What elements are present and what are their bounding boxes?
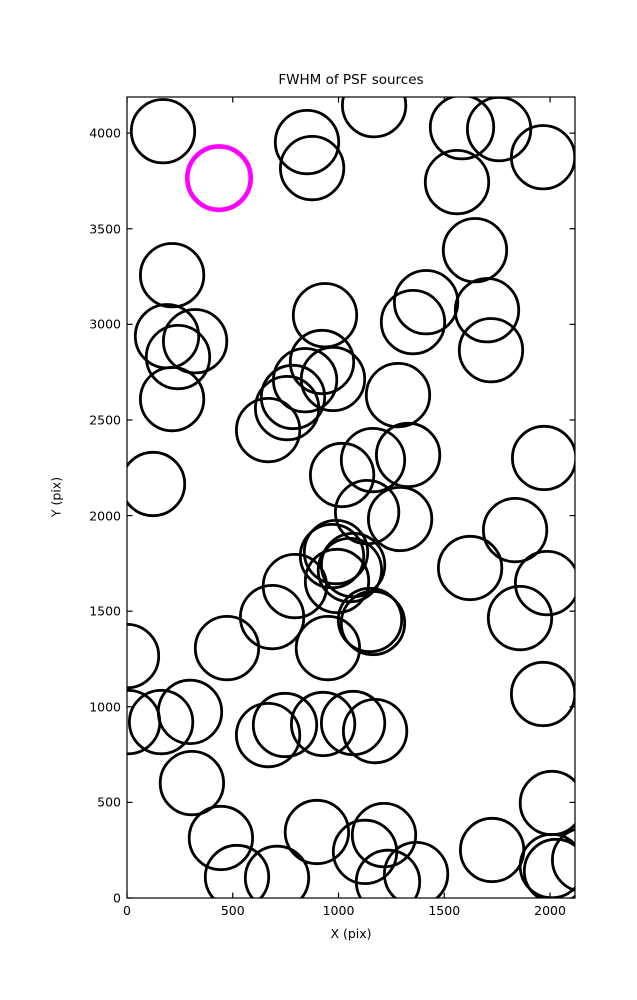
psf-source-circle — [288, 328, 356, 396]
x-tick-label: 2000 — [534, 903, 566, 918]
axes-frame — [126, 96, 576, 899]
psf-source-circle — [510, 124, 575, 191]
psf-source-circle — [522, 837, 575, 898]
psf-source-circle — [162, 308, 229, 375]
psf-source-circle — [298, 522, 366, 590]
psf-source-circle — [374, 421, 442, 489]
psf-source-circle — [436, 534, 504, 602]
y-tick-label: 3500 — [89, 221, 121, 237]
psf-source-circle — [510, 660, 575, 728]
psf-source-circle — [129, 98, 197, 165]
psf-source-circle — [514, 550, 575, 617]
psf-source-circle — [511, 424, 575, 492]
psf-source-circle — [203, 843, 271, 898]
psf-source-circle — [379, 288, 447, 356]
psf-source-circle — [441, 217, 509, 284]
psf-source-circle — [423, 149, 491, 216]
psf-source-circle — [453, 277, 521, 344]
psf-source-circle — [139, 365, 206, 433]
psf-source-circle — [187, 804, 254, 872]
psf-source-circle — [158, 749, 225, 817]
psf-highlight-circle — [185, 144, 254, 213]
psf-source-circle — [518, 769, 575, 837]
psf-source-circle — [383, 841, 450, 898]
x-tick-label: 1500 — [428, 903, 461, 918]
psf-source-circle — [308, 441, 376, 509]
psf-source-circle — [128, 688, 195, 756]
psf-source-circle — [392, 269, 460, 336]
x-axis-label: X (pix) — [330, 926, 372, 941]
psf-source-circle — [273, 109, 341, 176]
psf-source-circle — [299, 345, 367, 413]
psf-source-circle — [283, 798, 350, 866]
y-tick-label: 1500 — [89, 603, 121, 619]
psf-source-circle — [481, 496, 549, 564]
psf-source-circle — [366, 485, 434, 553]
x-tick-label: 1000 — [322, 903, 355, 918]
psf-source-circle — [339, 589, 407, 657]
y-tick-label: 4000 — [89, 125, 121, 141]
psf-source-circle — [193, 614, 261, 682]
y-tick-label: 2000 — [89, 508, 121, 524]
psf-source-circle — [319, 689, 387, 757]
x-tick-label: 0 — [123, 903, 131, 918]
psf-source-circle — [302, 518, 370, 586]
psf-source-circle — [254, 374, 321, 442]
psf-source-circle — [156, 678, 224, 746]
psf-source-circle — [243, 844, 311, 898]
psf-source-circle — [303, 547, 371, 615]
psf-source-circle — [341, 97, 408, 139]
y-tick-label: 0 — [113, 890, 121, 906]
psf-source-circle — [354, 848, 422, 898]
y-axis-label-text: Y (pix) — [48, 476, 64, 518]
psf-source-circle — [294, 614, 361, 682]
y-tick-label: 1000 — [89, 699, 121, 715]
axis-ticks — [126, 97, 575, 899]
y-tick-label: 500 — [97, 794, 121, 810]
psf-source-circle — [428, 97, 496, 161]
chart-title: FWHM of PSF sources — [278, 72, 424, 88]
x-tick-label: 500 — [220, 903, 245, 918]
psf-circles-layer — [127, 97, 575, 898]
psf-source-circle — [278, 135, 346, 202]
y-tick-label: 2500 — [89, 412, 121, 428]
psf-source-circle — [235, 396, 302, 464]
psf-source-circle — [364, 361, 432, 429]
psf-source-circle — [336, 586, 404, 654]
psf-source-circle — [289, 690, 357, 758]
y-tick-label: 3000 — [89, 316, 121, 332]
psf-source-circle — [457, 317, 525, 384]
psf-source-circle — [139, 242, 206, 309]
psf-source-circle — [458, 816, 526, 884]
psf-source-circle — [339, 426, 407, 494]
psf-source-circle — [486, 584, 554, 652]
psf-source-circle — [251, 691, 319, 759]
psf-source-circle — [239, 583, 306, 651]
psf-source-circle — [259, 363, 327, 431]
psf-source-circle — [127, 450, 187, 518]
psf-source-circle — [235, 701, 302, 769]
psf-source-circle — [466, 97, 533, 163]
psf-source-circle — [341, 697, 409, 765]
psf-source-circle — [551, 828, 575, 892]
psf-source-circle — [144, 323, 212, 391]
